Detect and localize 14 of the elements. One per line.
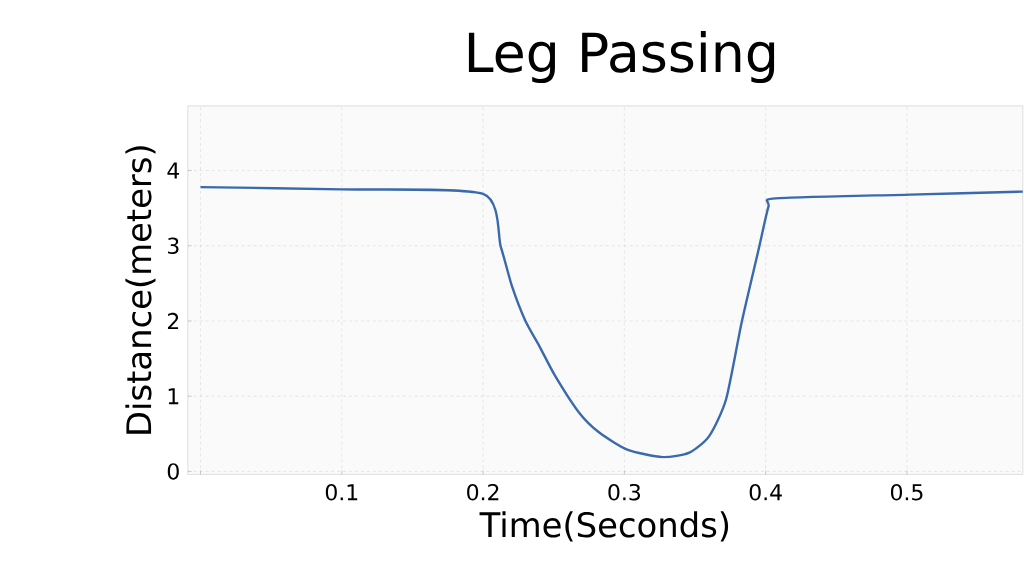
- y-tick-label: 1: [168, 388, 179, 405]
- x-tick-label: 0.5: [890, 483, 923, 501]
- y-tick-label: 4: [167, 162, 180, 179]
- x-tick-label: 0.4: [749, 483, 782, 501]
- chart-title: Leg Passing: [468, 30, 775, 83]
- y-tick-label: 0: [167, 463, 179, 480]
- x-tick-label: 0.1: [325, 483, 358, 501]
- x-tick-label: 0.3: [608, 483, 641, 501]
- line-series: [199, 185, 1024, 459]
- x-axis-title: Time(Seconds): [479, 511, 729, 542]
- y-axis-title: Distance(meters): [125, 146, 156, 434]
- y-tick-label: 3: [168, 237, 179, 254]
- x-tick-label: 0.2: [467, 483, 499, 501]
- y-tick-label: 2: [167, 312, 179, 329]
